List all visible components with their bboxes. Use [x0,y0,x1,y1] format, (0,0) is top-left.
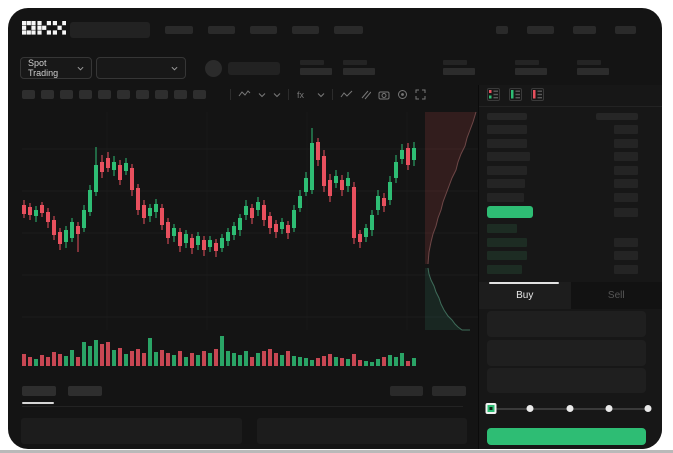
nav-item-placeholder[interactable] [292,26,319,34]
orderbook-ask-row[interactable] [487,179,652,188]
indicators-fx-icon[interactable]: fx [296,89,310,100]
orderbook-split-view-icon[interactable] [487,88,500,101]
interval-placeholder[interactable] [193,90,206,99]
bottom-tab-placeholder[interactable] [22,386,56,396]
price-column-placeholder [487,113,527,120]
orderbook-bid-row[interactable] [487,237,652,247]
pair-name-placeholder [228,62,280,75]
orderbook-ask-row[interactable] [487,125,652,134]
settings-icon[interactable] [397,89,408,100]
nav-item-placeholder[interactable] [208,26,235,34]
chart-toolbar-icons: fx [230,88,426,101]
chevron-down-icon [77,66,84,71]
main-nav [165,26,363,34]
orderbook-header [487,113,652,120]
nav-item-placeholder[interactable] [334,26,363,34]
order-form-input-placeholder[interactable] [487,368,646,393]
device-edge [0,450,673,453]
ticker-stat-placeholder [577,60,609,75]
nav-item-placeholder[interactable] [250,26,277,34]
order-form-input-placeholder[interactable] [487,311,646,337]
orderbook-bids-view-icon[interactable] [509,88,522,101]
orderbook-ask-row[interactable] [487,152,652,161]
header-action-placeholder[interactable] [527,26,554,34]
pair-avatar[interactable] [205,60,222,77]
interval-placeholder[interactable] [41,90,54,99]
chevron-down-icon[interactable] [317,91,325,99]
slider-handle[interactable] [485,403,497,414]
slider-stop[interactable] [644,405,652,412]
slider-stop[interactable] [605,405,613,412]
market-type-label: Spot Trading [28,58,59,78]
orderbook-separator [479,106,662,107]
orderbook-ask-row[interactable] [487,165,652,175]
amount-column-placeholder [596,113,638,120]
orderbook-bid-row[interactable] [487,264,652,274]
bottom-tab-placeholder[interactable] [68,386,102,396]
pair-select[interactable] [96,57,186,79]
bottom-action-placeholder[interactable] [432,386,466,396]
bottom-table-placeholder [21,418,242,444]
trade-sidebar: Buy Sell [478,85,662,449]
bottom-divider [22,406,463,407]
orderbook-ask-row[interactable] [487,138,652,148]
trade-tabs: Buy Sell [479,282,662,309]
bottom-actions [390,386,466,396]
interval-placeholder[interactable] [60,90,73,99]
interval-placeholder[interactable] [117,90,130,99]
chevron-down-icon[interactable] [273,91,281,99]
header-search-placeholder[interactable] [70,22,150,38]
orderbook-rows [487,125,652,278]
last-price-row[interactable] [487,206,652,218]
candle-style-icon[interactable] [238,89,251,100]
toolbar-separator [230,89,231,100]
interval-placeholder[interactable] [174,90,187,99]
header-action-placeholder[interactable] [573,26,596,34]
market-type-button[interactable]: Spot Trading [20,57,92,79]
app-window: OKX Spot Trading fx [8,8,662,449]
active-tab-underline [22,402,54,404]
candlestick-chart[interactable] [8,8,662,449]
bottom-action-placeholder[interactable] [390,386,423,396]
nav-item-placeholder[interactable] [165,26,193,34]
toolbar-separator [288,89,289,100]
svg-text:fx: fx [297,90,305,100]
interval-toolbar [22,90,206,99]
bottom-tabs [22,386,102,396]
toolbar-separator [332,89,333,100]
interval-placeholder[interactable] [22,90,35,99]
fullscreen-icon[interactable] [415,89,426,100]
ticker-stat-placeholder [443,60,475,75]
orderbook-bid-row[interactable] [487,224,652,233]
ticker-stat-placeholder [343,60,375,75]
tab-sell[interactable]: Sell [607,290,625,301]
amount-slider[interactable] [485,403,652,415]
interval-placeholder[interactable] [79,90,92,99]
orderbook-view-modes [487,88,544,101]
bottom-table-placeholder [257,418,467,444]
slider-stop[interactable] [566,405,573,412]
submit-buy-button[interactable] [487,428,646,445]
interval-placeholder[interactable] [155,90,168,99]
interval-placeholder[interactable] [136,90,149,99]
orderbook-asks-view-icon[interactable] [531,88,544,101]
okx-logo[interactable] [22,21,66,35]
active-tab-indicator [489,282,559,284]
ticker-stat-placeholder [515,60,547,75]
tab-buy[interactable]: Buy [479,282,571,309]
chevron-down-icon [171,66,178,71]
header-actions [496,26,636,34]
line-style-icon[interactable] [340,89,353,100]
camera-icon[interactable] [378,89,390,100]
order-form-input-placeholder[interactable] [487,340,646,366]
header-action-placeholder[interactable] [615,26,636,34]
orderbook-ask-row[interactable] [487,192,652,202]
interval-placeholder[interactable] [98,90,111,99]
header-action-placeholder[interactable] [496,26,508,34]
slider-stop[interactable] [526,405,534,412]
orderbook-bid-row[interactable] [487,251,652,260]
ticker-stat-placeholder [300,60,332,75]
chevron-down-icon[interactable] [258,91,266,99]
draw-tools-icon[interactable] [360,89,371,100]
